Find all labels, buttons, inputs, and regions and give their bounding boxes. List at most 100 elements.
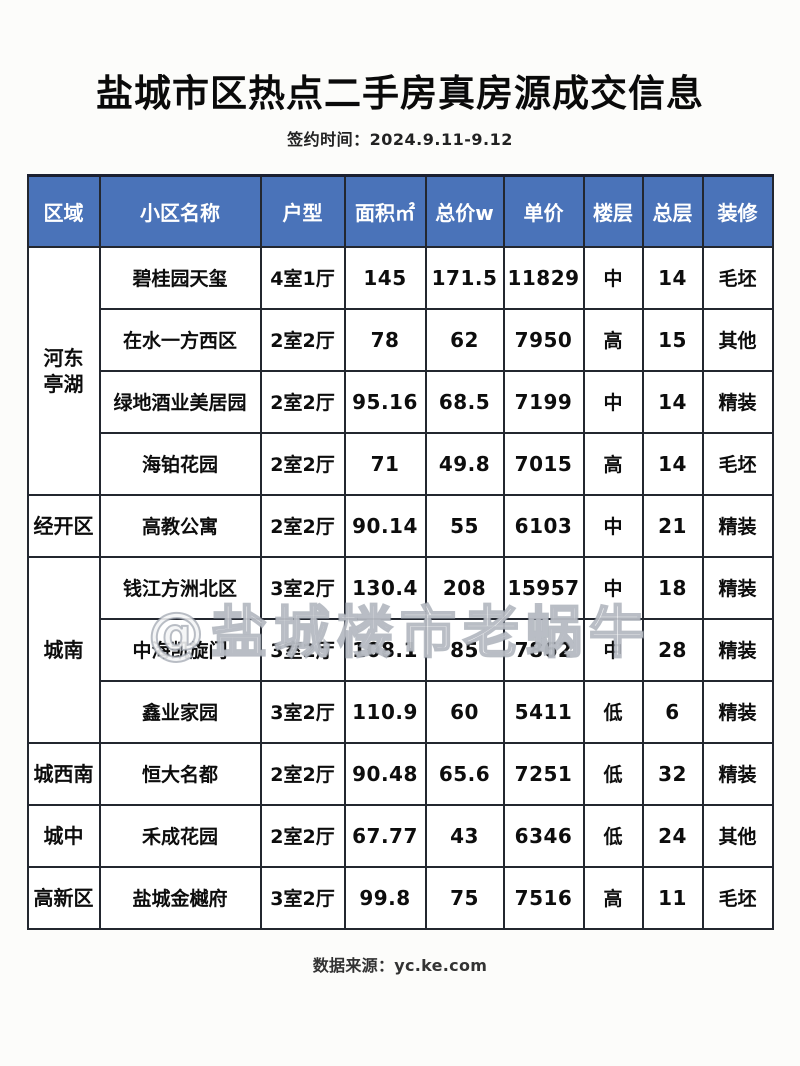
- total-price-cell: 75: [424, 865, 505, 930]
- layout-cell: 2室2厅: [259, 431, 346, 496]
- unit-price-cell: 15957: [502, 555, 585, 620]
- table-row: 城中 禾成花园 2室2厅 67.77 43 6346 低 24 其他: [26, 803, 774, 868]
- area-cell: 108.1: [343, 617, 427, 682]
- total-price-cell: 65.6: [424, 741, 505, 806]
- unit-price-cell: 7950: [502, 307, 585, 372]
- decoration-cell: 毛坯: [701, 245, 774, 310]
- decoration-cell: 精装: [701, 493, 774, 558]
- decoration-cell: 精装: [701, 617, 774, 682]
- community-name-cell: 中海凯旋门: [98, 617, 262, 682]
- community-name-cell: 禾成花园: [98, 803, 262, 868]
- region-cell: 经开区: [26, 493, 101, 558]
- table-row: 绿地酒业美居园 2室2厅 95.16 68.5 7199 中 14 精装: [28, 369, 774, 434]
- community-name-cell: 钱江方洲北区: [98, 555, 262, 620]
- decoration-cell: 精装: [701, 555, 774, 620]
- area-cell: 95.16: [343, 369, 427, 434]
- floor-level-cell: 高: [582, 865, 644, 930]
- total-price-cell: 43: [424, 803, 505, 868]
- table-header-row: 区域 小区名称 户型 面积㎡ 总价w 单价 楼层 总层 装修: [26, 174, 774, 248]
- layout-cell: 2室2厅: [259, 307, 346, 372]
- decoration-cell: 毛坯: [701, 431, 774, 496]
- column-header-4: 总价w: [424, 174, 505, 248]
- decoration-cell: 精装: [701, 741, 774, 806]
- community-name-cell: 盐城金樾府: [98, 865, 262, 930]
- table-row: 中海凯旋门 3室2厅 108.1 85 7862 中 28 精装: [28, 617, 774, 682]
- layout-cell: 3室2厅: [259, 617, 346, 682]
- layout-cell: 2室2厅: [259, 369, 346, 434]
- column-header-6: 楼层: [582, 174, 644, 248]
- layout-cell: 3室2厅: [259, 555, 346, 620]
- floor-level-cell: 中: [582, 555, 644, 620]
- unit-price-cell: 6103: [502, 493, 585, 558]
- area-cell: 130.4: [343, 555, 427, 620]
- column-header-2: 户型: [259, 174, 346, 248]
- region-cell: 高新区: [26, 865, 101, 930]
- floor-level-cell: 中: [582, 245, 644, 310]
- title-block: 盐城市区热点二手房真房源成交信息 签约时间：2024.9.11-9.12: [0, 0, 800, 150]
- area-cell: 78: [343, 307, 427, 372]
- decoration-cell: 其他: [701, 307, 774, 372]
- area-cell: 67.77: [343, 803, 427, 868]
- column-header-1: 小区名称: [98, 174, 262, 248]
- total-price-cell: 68.5: [424, 369, 505, 434]
- region-cell: 城中: [26, 803, 101, 868]
- total-floors-cell: 11: [641, 865, 704, 930]
- area-cell: 99.8: [343, 865, 427, 930]
- table-row: 河东 亭湖 碧桂园天玺 4室1厅 145 171.5 11829 中 14 毛坯: [26, 245, 774, 496]
- total-price-cell: 171.5: [424, 245, 505, 310]
- floor-level-cell: 低: [582, 679, 644, 744]
- layout-cell: 2室2厅: [259, 741, 346, 806]
- total-price-cell: 208: [424, 555, 505, 620]
- total-floors-cell: 6: [641, 679, 704, 744]
- table-row: 海铂花园 2室2厅 71 49.8 7015 高 14 毛坯: [28, 431, 774, 496]
- floor-level-cell: 高: [582, 307, 644, 372]
- total-floors-cell: 32: [641, 741, 704, 806]
- unit-price-cell: 7862: [502, 617, 585, 682]
- unit-price-cell: 6346: [502, 803, 585, 868]
- unit-price-cell: 7516: [502, 865, 585, 930]
- floor-level-cell: 低: [582, 741, 644, 806]
- total-price-cell: 62: [424, 307, 505, 372]
- decoration-cell: 精装: [701, 369, 774, 434]
- signing-date-subtitle: 签约时间：2024.9.11-9.12: [287, 130, 513, 150]
- area-cell: 110.9: [343, 679, 427, 744]
- table-body: 河东 亭湖 碧桂园天玺 4室1厅 145 171.5 11829 中 14 毛坯 在水一方西区 2室…: [26, 245, 774, 930]
- table-row: 鑫业家园 3室2厅 110.9 60 5411 低 6 精装: [28, 679, 774, 744]
- unit-price-cell: 7015: [502, 431, 585, 496]
- community-name-cell: 海铂花园: [98, 431, 262, 496]
- unit-price-cell: 11829: [502, 245, 585, 310]
- layout-cell: 4室1厅: [259, 245, 346, 310]
- table-row: 经开区 高教公寓 2室2厅 90.14 55 6103 中 21 精装: [26, 493, 774, 558]
- area-cell: 145: [343, 245, 427, 310]
- floor-level-cell: 低: [582, 803, 644, 868]
- data-source-footer: 数据来源：yc.ke.com: [312, 955, 488, 975]
- layout-cell: 2室2厅: [259, 803, 346, 868]
- community-name-cell: 鑫业家园: [98, 679, 262, 744]
- unit-price-cell: 7199: [502, 369, 585, 434]
- total-floors-cell: 28: [641, 617, 704, 682]
- community-name-cell: 高教公寓: [98, 493, 262, 558]
- total-price-cell: 49.8: [424, 431, 505, 496]
- decoration-cell: 毛坯: [701, 865, 774, 930]
- unit-price-cell: 7251: [502, 741, 585, 806]
- floor-level-cell: 中: [582, 493, 644, 558]
- region-cell: 河东 亭湖: [26, 245, 101, 496]
- layout-cell: 3室2厅: [259, 865, 346, 930]
- total-price-cell: 85: [424, 617, 505, 682]
- community-name-cell: 在水一方西区: [98, 307, 262, 372]
- column-header-7: 总层: [641, 174, 704, 248]
- total-floors-cell: 14: [641, 431, 704, 496]
- column-header-5: 单价: [502, 174, 585, 248]
- table-row: 城南 钱江方洲北区 3室2厅 130.4 208 15957 中 18 精装: [26, 555, 774, 744]
- layout-cell: 2室2厅: [259, 493, 346, 558]
- total-floors-cell: 24: [641, 803, 704, 868]
- layout-cell: 3室2厅: [259, 679, 346, 744]
- community-name-cell: 碧桂园天玺: [98, 245, 262, 310]
- column-header-8: 装修: [701, 174, 774, 248]
- total-floors-cell: 15: [641, 307, 704, 372]
- area-cell: 90.14: [343, 493, 427, 558]
- region-cell: 城西南: [26, 741, 101, 806]
- area-cell: 90.48: [343, 741, 427, 806]
- region-cell: 城南: [26, 555, 101, 744]
